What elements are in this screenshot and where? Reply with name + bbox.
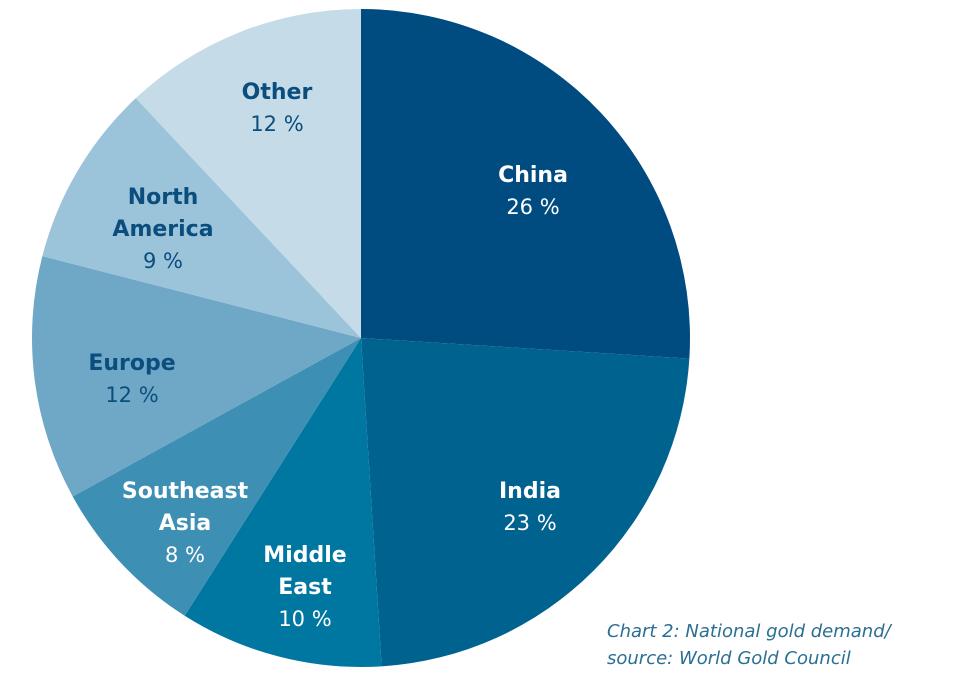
slice-value-label: 12 % <box>105 383 158 407</box>
slice-name-label: North <box>128 185 199 210</box>
pie-slices <box>32 9 690 667</box>
caption-line-1: Chart 2: National gold demand/ <box>607 621 891 642</box>
slice-name-label: America <box>112 217 213 242</box>
pie-slice-north-america <box>42 98 362 338</box>
slice-value-label: 10 % <box>278 607 331 631</box>
slice-name-label: China <box>498 163 568 188</box>
caption-line-2: source: World Gold Council <box>607 648 851 669</box>
slice-label-europe: Europe 12 % <box>88 351 175 407</box>
slice-name-label: Asia <box>159 511 212 536</box>
slice-value-label: 23 % <box>503 511 556 535</box>
pie-labels: China 26 % India 23 % Middle East 10 % Southeas… <box>88 80 568 631</box>
slice-name-label: Middle <box>263 543 346 568</box>
slice-value-label: 8 % <box>165 543 205 567</box>
pie-slice-india <box>361 338 690 667</box>
slice-label-india: India 23 % <box>499 479 561 535</box>
slice-label-china: China 26 % <box>498 163 568 219</box>
slice-name-label: Southeast <box>122 479 249 504</box>
pie-slice-middle-east <box>184 338 382 667</box>
chart-caption: Chart 2: National gold demand/ source: W… <box>607 618 967 672</box>
pie-slice-china <box>361 9 690 359</box>
slice-name-label: Europe <box>88 351 175 376</box>
slice-label-north-america: North America 9 % <box>112 185 213 273</box>
slice-value-label: 9 % <box>143 249 183 273</box>
pie-slice-southeast-asia <box>72 338 361 616</box>
slice-label-other: Other 12 % <box>242 80 313 136</box>
slice-name-label: East <box>278 575 332 600</box>
slice-name-label: India <box>499 479 561 504</box>
pie-slice-other <box>135 9 361 338</box>
slice-value-label: 26 % <box>506 195 559 219</box>
slice-label-southeast-asia: Southeast Asia 8 % <box>122 479 249 567</box>
pie-slice-europe <box>32 256 361 497</box>
slice-value-label: 12 % <box>250 112 303 136</box>
slice-name-label: Other <box>242 80 313 105</box>
slice-label-middle-east: Middle East 10 % <box>263 543 346 631</box>
